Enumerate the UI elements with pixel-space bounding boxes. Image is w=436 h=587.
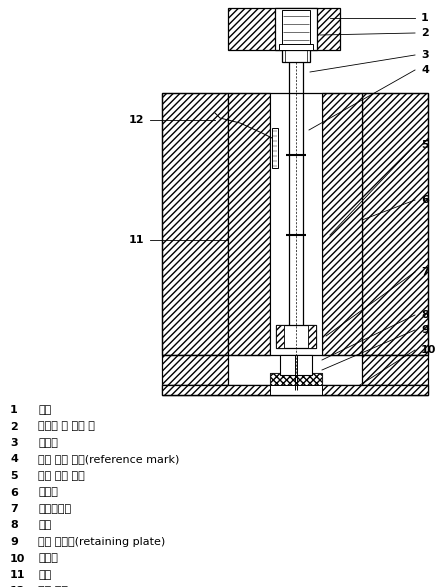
- Text: 1: 1: [10, 405, 18, 415]
- Text: 5: 5: [10, 471, 17, 481]
- Text: 8: 8: [10, 521, 18, 531]
- Text: 다이: 다이: [38, 521, 51, 531]
- Text: 절연: 절연: [38, 405, 51, 415]
- Bar: [162, 385, 428, 395]
- Bar: [308, 325, 316, 348]
- Bar: [282, 50, 310, 62]
- Bar: [276, 325, 316, 348]
- Text: 절연판: 절연판: [38, 554, 58, 564]
- Bar: [362, 355, 428, 385]
- Text: 7: 7: [10, 504, 18, 514]
- Text: 11: 11: [129, 235, 144, 245]
- Text: 상부 기준 표시(reference mark): 상부 기준 표시(reference mark): [38, 454, 179, 464]
- Text: 실린더: 실린더: [38, 487, 58, 498]
- Text: 9: 9: [421, 325, 429, 335]
- Bar: [272, 128, 278, 168]
- Text: 10: 10: [10, 554, 25, 564]
- Bar: [362, 93, 428, 355]
- Text: 11: 11: [10, 570, 25, 580]
- Text: 3: 3: [10, 438, 17, 448]
- Text: 다이 고정판(retaining plate): 다이 고정판(retaining plate): [38, 537, 165, 547]
- Text: 2: 2: [10, 421, 18, 431]
- Bar: [279, 44, 313, 50]
- Text: 하부 기준 표시: 하부 기준 표시: [38, 471, 85, 481]
- Bar: [228, 93, 270, 355]
- Bar: [270, 373, 322, 385]
- Text: 4: 4: [421, 65, 429, 75]
- Text: 피스톤: 피스톤: [38, 438, 58, 448]
- Text: 3: 3: [421, 50, 429, 60]
- Bar: [275, 8, 317, 50]
- Text: 5: 5: [421, 140, 429, 150]
- Bar: [162, 93, 228, 355]
- Text: 피스톤헤드: 피스톤헤드: [38, 504, 71, 514]
- Bar: [280, 355, 312, 375]
- Text: 12: 12: [129, 115, 144, 125]
- Bar: [162, 355, 228, 385]
- Bar: [270, 373, 322, 385]
- Text: 4: 4: [10, 454, 18, 464]
- Text: 8: 8: [421, 310, 429, 320]
- Bar: [276, 325, 284, 348]
- Text: 6: 6: [10, 487, 18, 498]
- Text: 10: 10: [421, 345, 436, 355]
- Bar: [282, 10, 310, 48]
- Bar: [162, 385, 428, 395]
- Text: 7: 7: [421, 267, 429, 277]
- Text: 9: 9: [10, 537, 18, 547]
- Bar: [270, 385, 322, 395]
- Bar: [228, 8, 340, 50]
- Text: 절연: 절연: [38, 570, 51, 580]
- Bar: [270, 93, 322, 355]
- Bar: [322, 93, 362, 355]
- Text: 제거할 수 있는 추: 제거할 수 있는 추: [38, 421, 95, 431]
- Text: 6: 6: [421, 195, 429, 205]
- Text: 2: 2: [421, 28, 429, 38]
- Text: 1: 1: [421, 13, 429, 23]
